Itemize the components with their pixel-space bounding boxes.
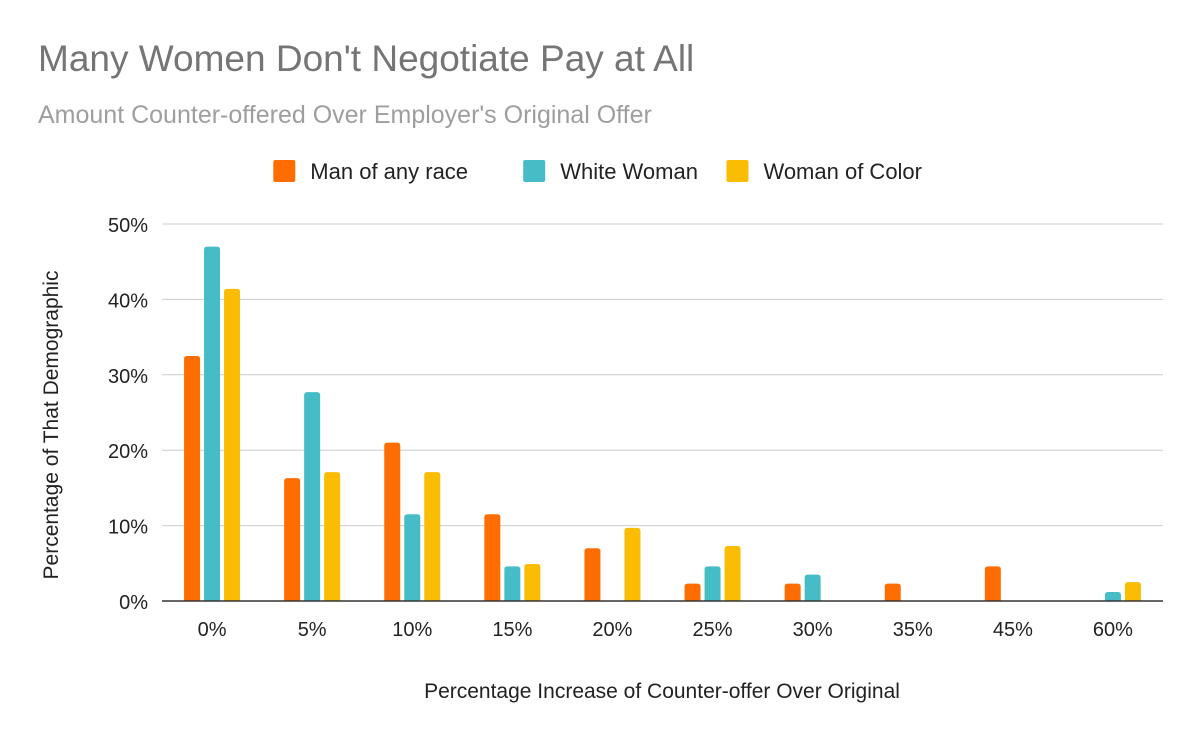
bar-woman-of-color xyxy=(424,472,441,601)
x-tick-label: 5% xyxy=(298,619,327,641)
x-tick-label: 25% xyxy=(693,619,733,641)
legend-swatch xyxy=(726,160,749,182)
bar-white-woman xyxy=(704,566,721,601)
bar-woman-of-color xyxy=(324,472,341,601)
bar-white-woman xyxy=(204,246,221,601)
bar-woman-of-color xyxy=(524,564,541,601)
chart-title: Many Women Don't Negotiate Pay at All xyxy=(38,38,695,79)
chart-subtitle: Amount Counter-offered Over Employer's O… xyxy=(38,101,652,129)
x-tick-label: 15% xyxy=(492,619,532,641)
bar-white-woman xyxy=(304,392,321,601)
bar-man-of-any-race xyxy=(984,566,1001,601)
y-tick-label: 40% xyxy=(108,290,148,312)
bar-woman-of-color xyxy=(1124,582,1141,601)
x-tick-label: 60% xyxy=(1093,619,1133,641)
x-tick-label: 35% xyxy=(893,619,933,641)
legend-label: Woman of Color xyxy=(763,159,922,184)
y-axis-title: Percentage of That Demographic xyxy=(40,271,63,580)
bar-woman-of-color xyxy=(624,527,641,601)
bar-man-of-any-race xyxy=(884,583,901,601)
x-tick-label: 30% xyxy=(793,619,833,641)
bar-woman-of-color xyxy=(724,545,741,601)
x-tick-label: 45% xyxy=(993,619,1033,641)
bar-man-of-any-race xyxy=(184,355,201,601)
bar-white-woman xyxy=(504,566,521,601)
bar-man-of-any-race xyxy=(384,442,401,601)
y-tick-label: 50% xyxy=(108,215,148,237)
x-tick-label: 0% xyxy=(198,619,227,641)
bar-woman-of-color xyxy=(224,288,241,601)
x-tick-label: 10% xyxy=(392,619,432,641)
bar-man-of-any-race xyxy=(684,583,701,601)
legend-swatch xyxy=(273,160,296,182)
legend-label: Man of any race xyxy=(310,159,468,184)
bar-man-of-any-race xyxy=(784,583,801,601)
bar-man-of-any-race xyxy=(484,514,501,601)
y-tick-label: 10% xyxy=(108,517,148,539)
bar-white-woman xyxy=(404,514,421,601)
y-tick-label: 0% xyxy=(119,592,148,614)
bar-white-woman xyxy=(804,574,821,601)
bar-white-woman xyxy=(1104,591,1121,601)
y-tick-label: 20% xyxy=(108,441,148,463)
x-tick-label: 20% xyxy=(592,619,632,641)
bar-man-of-any-race xyxy=(284,478,301,601)
legend-label: White Woman xyxy=(560,159,698,184)
legend-swatch xyxy=(523,160,546,182)
y-tick-label: 30% xyxy=(108,366,148,388)
bar-man-of-any-race xyxy=(584,548,601,601)
x-axis-title: Percentage Increase of Counter-offer Ove… xyxy=(424,680,900,703)
